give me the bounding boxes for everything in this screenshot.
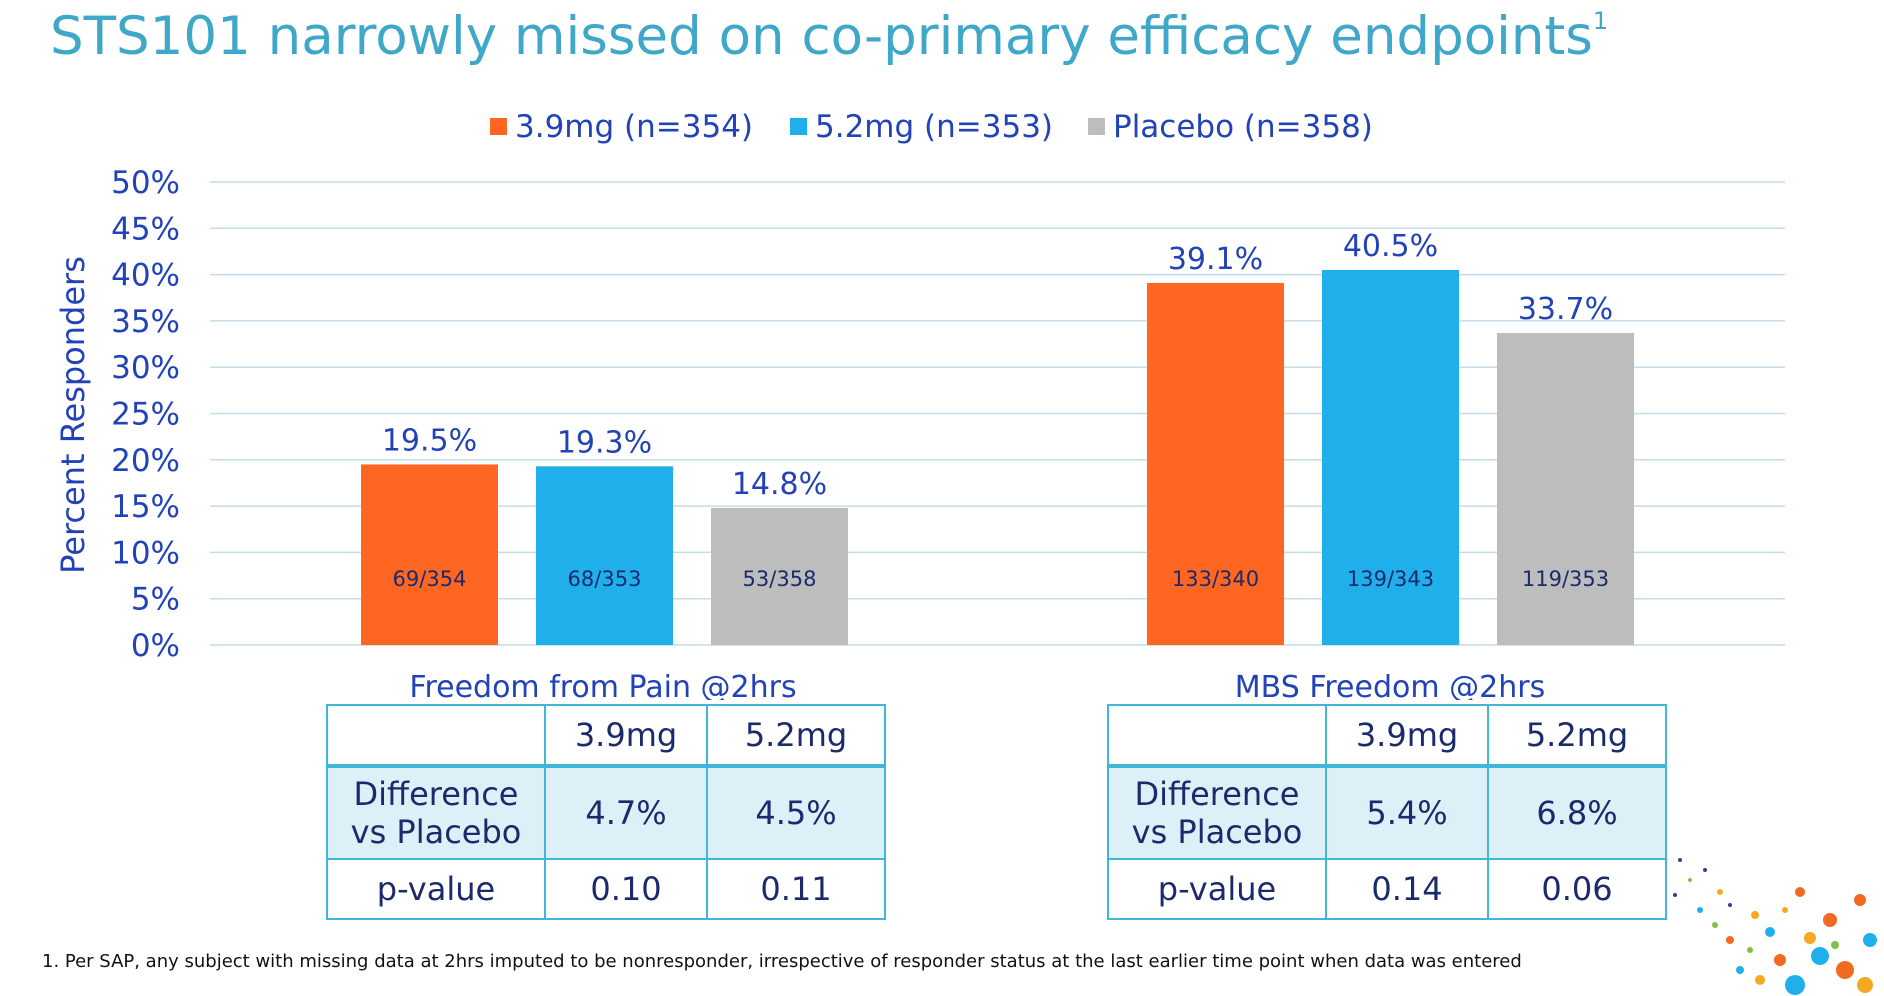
diff-row-label: Difference vs Placebo <box>1107 765 1327 860</box>
diff-5-2mg: 6.8% <box>1487 765 1667 860</box>
diff-label-line2: vs Placebo <box>350 813 522 851</box>
bar <box>1322 269 1459 645</box>
table-header-3-9mg: 3.9mg <box>1325 704 1489 767</box>
bar <box>361 464 498 645</box>
pvalue-row-label: p-value <box>1107 858 1327 920</box>
diff-label-line2: vs Placebo <box>1131 813 1303 851</box>
y-tick-label: 15% <box>111 489 180 525</box>
diff-3-9mg: 5.4% <box>1325 765 1489 860</box>
table-freedom-from-pain: 3.9mg 5.2mg Difference vs Placebo 4.7% 4.… <box>326 704 886 920</box>
y-tick-label: 40% <box>111 258 180 294</box>
table-pvalue-row: p-value 0.14 0.06 <box>1107 858 1667 920</box>
diff-3-9mg: 4.7% <box>544 765 708 860</box>
legend-swatch <box>790 118 807 135</box>
y-tick-label: 30% <box>111 350 180 386</box>
y-tick-label: 0% <box>131 628 180 664</box>
data-label: 33.7% <box>1518 292 1613 327</box>
y-tick-label: 45% <box>111 211 180 247</box>
category-label: Freedom from Pain @2hrs <box>409 670 796 700</box>
slide-title-text: STS101 narrowly missed on co-primary eff… <box>50 6 1593 67</box>
table-header-5-2mg: 5.2mg <box>706 704 886 767</box>
y-tick-label: 20% <box>111 443 180 479</box>
legend-swatch <box>490 118 507 135</box>
data-label: 39.1% <box>1168 242 1263 277</box>
y-tick-label: 35% <box>111 304 180 340</box>
pvalue-3-9mg: 0.10 <box>544 858 708 920</box>
legend-label: 3.9mg (n=354) <box>515 109 753 145</box>
table-pvalue-row: p-value 0.10 0.11 <box>326 858 886 920</box>
legend-label: 5.2mg (n=353) <box>815 109 1053 145</box>
chart-legend: 3.9mg (n=354) 5.2mg (n=353) Placebo (n=358… <box>490 109 1373 145</box>
table-header-row: 3.9mg 5.2mg <box>326 704 886 767</box>
bar <box>1147 282 1284 645</box>
pvalue-5-2mg: 0.06 <box>1487 858 1667 920</box>
table-header-blank <box>326 704 546 767</box>
y-axis-ticks: 0% 5% 10% 15% 20% 25% 30% 35% 40% 45% 50% <box>111 165 180 664</box>
data-label: 19.3% <box>557 425 652 460</box>
y-axis-label: Percent Responders <box>54 256 92 574</box>
footnote: 1. Per SAP, any subject with missing dat… <box>42 951 1522 972</box>
diff-label-line1: Difference <box>353 775 519 813</box>
chart-bars: 19.5% 69/354 19.3% 68/353 14.8% 53/358 39.1% 13… <box>361 229 1634 645</box>
diff-label-line1: Difference <box>1134 775 1300 813</box>
pvalue-5-2mg: 0.11 <box>706 858 886 920</box>
count-label: 133/340 <box>1172 567 1259 591</box>
table-header-3-9mg: 3.9mg <box>544 704 708 767</box>
title-footnote-mark: 1 <box>1592 7 1609 36</box>
data-label: 14.8% <box>732 467 827 502</box>
diff-5-2mg: 4.5% <box>706 765 886 860</box>
slide-title: STS101 narrowly missed on co-primary eff… <box>50 6 1608 67</box>
data-label: 19.5% <box>382 423 477 458</box>
table-header-row: 3.9mg 5.2mg <box>1107 704 1667 767</box>
pvalue-3-9mg: 0.14 <box>1325 858 1489 920</box>
table-mbs-freedom: 3.9mg 5.2mg Difference vs Placebo 5.4% 6.… <box>1107 704 1667 920</box>
bar <box>711 507 848 645</box>
y-tick-label: 50% <box>111 165 180 201</box>
diff-row-label: Difference vs Placebo <box>326 765 546 860</box>
legend-swatch <box>1088 118 1105 135</box>
y-tick-label: 25% <box>111 397 180 433</box>
data-label: 40.5% <box>1343 229 1438 264</box>
table-diff-row: Difference vs Placebo 5.4% 6.8% <box>1107 765 1667 860</box>
category-labels: Freedom from Pain @2hrs MBS Freedom @2hrs <box>409 670 1545 700</box>
y-tick-label: 5% <box>131 582 180 618</box>
category-label: MBS Freedom @2hrs <box>1235 670 1545 700</box>
bar <box>536 466 673 645</box>
bar-chart: 3.9mg (n=354) 5.2mg (n=353) Placebo (n=358… <box>54 109 1785 700</box>
table-diff-row: Difference vs Placebo 4.7% 4.5% <box>326 765 886 860</box>
count-label: 69/354 <box>393 567 467 591</box>
legend-label: Placebo (n=358) <box>1113 109 1373 145</box>
count-label: 68/353 <box>568 567 642 591</box>
count-label: 119/353 <box>1522 567 1609 591</box>
pvalue-row-label: p-value <box>326 858 546 920</box>
bar <box>1497 332 1634 645</box>
table-header-5-2mg: 5.2mg <box>1487 704 1667 767</box>
count-label: 139/343 <box>1347 567 1434 591</box>
count-label: 53/358 <box>743 567 817 591</box>
y-tick-label: 10% <box>111 535 180 571</box>
decorative-dots <box>1673 858 1877 995</box>
table-header-blank <box>1107 704 1327 767</box>
